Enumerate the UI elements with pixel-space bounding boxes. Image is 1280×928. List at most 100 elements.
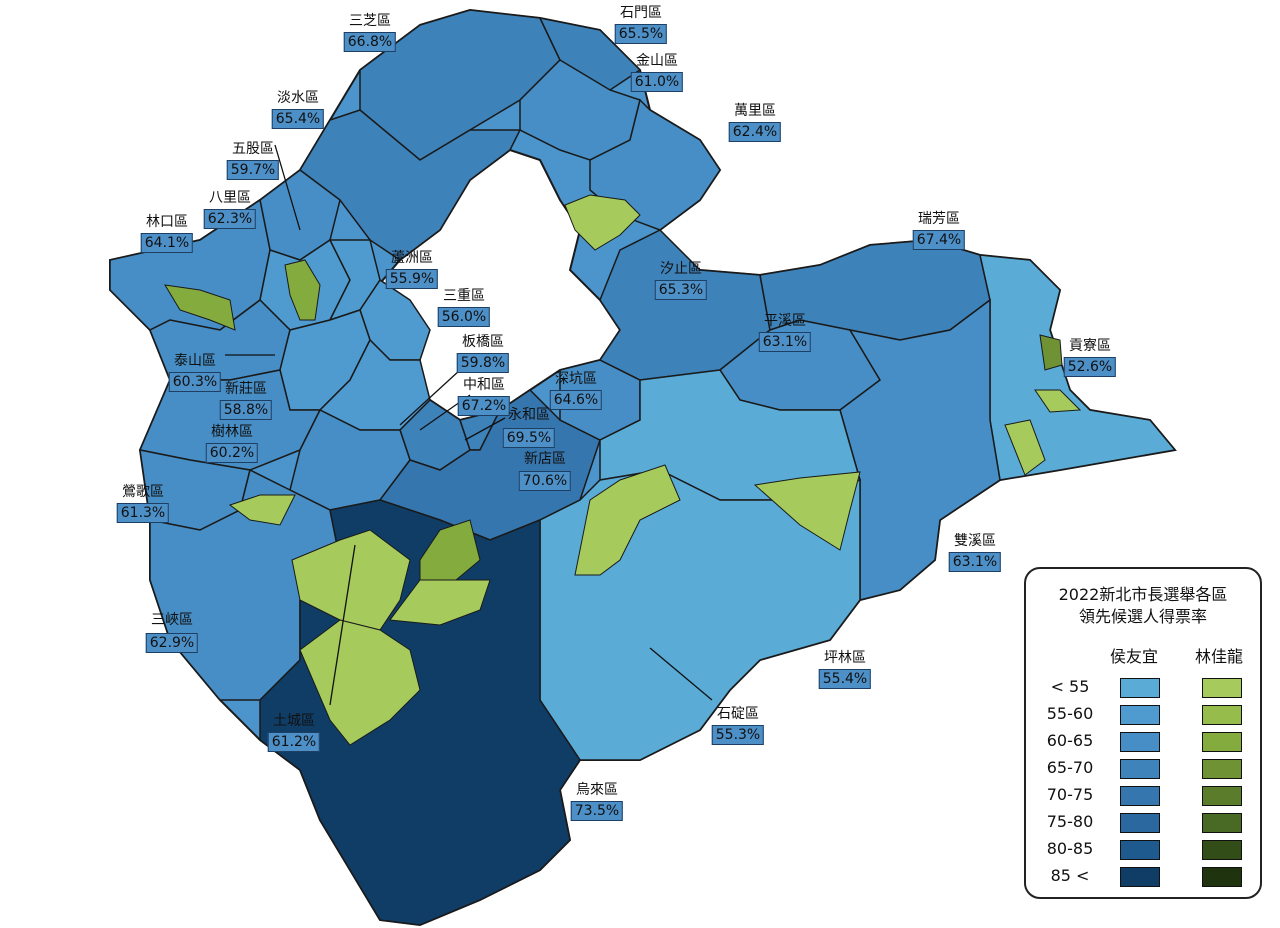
legend-swatch-candidate-a	[1120, 786, 1160, 806]
district-pct-luzhou: 55.9%	[385, 269, 439, 289]
district-pct-xizhi: 65.3%	[654, 280, 708, 300]
legend-range-label: 65-70	[1046, 758, 1094, 777]
district-name-wugu: 五股區	[232, 141, 274, 157]
district-pct-sanzhi: 66.8%	[343, 32, 397, 52]
district-name-shulin: 樹林區	[211, 424, 253, 440]
green-area-shuangxi	[1004, 419, 1046, 476]
district-name-wanli: 萬里區	[734, 103, 776, 119]
district-pct-tamsui: 65.4%	[271, 109, 325, 129]
district-name-linkou: 林口區	[146, 214, 188, 230]
green-area-gongliao-1	[1039, 334, 1063, 371]
legend-swatch-candidate-b	[1202, 813, 1242, 833]
district-pct-shenkeng: 64.6%	[549, 390, 603, 410]
green-area-sanxia-2	[299, 619, 421, 746]
legend-swatch-candidate-a	[1120, 732, 1160, 752]
legend-swatch-candidate-a	[1120, 678, 1160, 698]
legend-range-label: 70-75	[1046, 785, 1094, 804]
legend-swatch-candidate-a	[1120, 705, 1160, 725]
district-name-shiding: 石碇區	[717, 706, 759, 722]
district-name-taishan: 泰山區	[174, 353, 216, 369]
district-pct-shiding: 55.3%	[711, 725, 765, 745]
district-pct-sanxia: 62.9%	[145, 633, 199, 653]
district-pct-zhonghe: 67.2%	[457, 396, 511, 416]
district-name-luzhou: 蘆洲區	[391, 250, 433, 266]
district-pct-wulai: 73.5%	[570, 801, 624, 821]
district-name-banqiao: 板橋區	[462, 334, 504, 350]
district-pct-xindian: 70.6%	[518, 471, 572, 491]
district-pct-wugu: 59.7%	[226, 160, 280, 180]
district-pct-shimen: 65.5%	[614, 24, 668, 44]
legend-swatch-candidate-b	[1202, 705, 1242, 725]
district-name-tamsui: 淡水區	[277, 90, 319, 106]
map-legend: 2022新北市長選舉各區 領先候選人得票率 侯友宜 林佳龍 < 55 55-60 6…	[1024, 567, 1262, 899]
district-name-xinzhuang: 新莊區	[225, 381, 267, 397]
district-name-sanzhi: 三芝區	[349, 13, 391, 29]
district-pct-xinzhuang: 58.8%	[219, 400, 273, 420]
district-name-shenkeng: 深坑區	[555, 371, 597, 387]
green-area-wugu	[284, 259, 321, 321]
legend-title-line2: 領先候選人得票率	[1078, 607, 1207, 626]
district-tamsui	[299, 109, 522, 261]
legend-swatch-candidate-b	[1202, 732, 1242, 752]
legend-range-label: 55-60	[1046, 704, 1094, 723]
green-area-gongliao-2	[1034, 389, 1082, 413]
district-pct-pingxi: 63.1%	[758, 332, 812, 352]
district-pct-shuangxi: 63.1%	[948, 552, 1002, 572]
district-name-zhonghe: 中和區	[463, 377, 505, 393]
district-name-xindian: 新店區	[524, 451, 566, 467]
legend-swatch-candidate-b	[1202, 786, 1242, 806]
green-area-sanxia-1	[291, 529, 411, 631]
legend-swatch-candidate-a	[1120, 759, 1160, 779]
green-area-yingge	[228, 494, 296, 526]
legend-swatch-candidate-a	[1120, 867, 1160, 887]
district-name-yingge: 鶯歌區	[122, 484, 164, 500]
district-pct-shulin: 60.2%	[205, 443, 259, 463]
label-leader-lines	[225, 144, 713, 706]
legend-swatch-candidate-b	[1202, 840, 1242, 860]
legend-swatch-candidate-b	[1202, 867, 1242, 887]
district-pct-taishan: 60.3%	[168, 372, 222, 392]
district-name-xizhi: 汐止區	[660, 261, 702, 277]
district-name-tucheng: 土城區	[273, 713, 315, 729]
legend-swatch-candidate-b	[1202, 759, 1242, 779]
legend-candidate-a: 侯友宜	[1110, 647, 1159, 666]
green-area-wanli	[564, 194, 641, 251]
green-area-linkou	[164, 284, 236, 331]
legend-candidate-b: 林佳龍	[1195, 647, 1244, 666]
district-name-gongliao: 貢寮區	[1069, 338, 1111, 354]
legend-range-label: 85 <	[1050, 866, 1090, 885]
green-area-tucheng	[389, 579, 491, 626]
district-pct-banqiao: 59.8%	[456, 353, 510, 373]
district-pct-ruifang: 67.4%	[912, 230, 966, 250]
district-pct-tucheng: 61.2%	[267, 732, 321, 752]
district-name-shuangxi: 雙溪區	[954, 533, 996, 549]
district-pct-bali: 62.3%	[203, 209, 257, 229]
district-sanzhi	[359, 9, 561, 161]
district-name-pingxi: 平溪區	[764, 313, 806, 329]
green-area-pingxi	[753, 471, 861, 551]
legend-swatch-candidate-b	[1202, 678, 1242, 698]
district-name-yonghe: 永和區	[508, 407, 550, 423]
district-pct-sanchong: 56.0%	[437, 307, 491, 327]
green-area-shiding	[574, 464, 681, 576]
legend-swatch-candidate-a	[1120, 813, 1160, 833]
legend-range-label: < 55	[1050, 677, 1090, 696]
district-pct-wanli: 62.4%	[728, 122, 782, 142]
legend-title-line1: 2022新北市長選舉各區	[1058, 585, 1228, 604]
district-name-bali: 八里區	[209, 190, 251, 206]
district-name-sanxia: 三峽區	[151, 612, 193, 628]
district-pct-yonghe: 69.5%	[502, 428, 556, 448]
district-pct-gongliao: 52.6%	[1063, 357, 1117, 377]
legend-range-label: 80-85	[1046, 839, 1094, 858]
district-pct-jinshan: 61.0%	[630, 72, 684, 92]
district-pct-yingge: 61.3%	[116, 503, 170, 523]
district-name-pinglin: 坪林區	[824, 650, 866, 666]
district-name-sanchong: 三重區	[443, 288, 485, 304]
district-name-jinshan: 金山區	[636, 53, 678, 69]
district-name-shimen: 石門區	[620, 5, 662, 21]
district-name-ruifang: 瑞芳區	[918, 211, 960, 227]
district-name-wulai: 烏來區	[576, 782, 618, 798]
district-pct-pinglin: 55.4%	[818, 669, 872, 689]
legend-swatch-candidate-a	[1120, 840, 1160, 860]
